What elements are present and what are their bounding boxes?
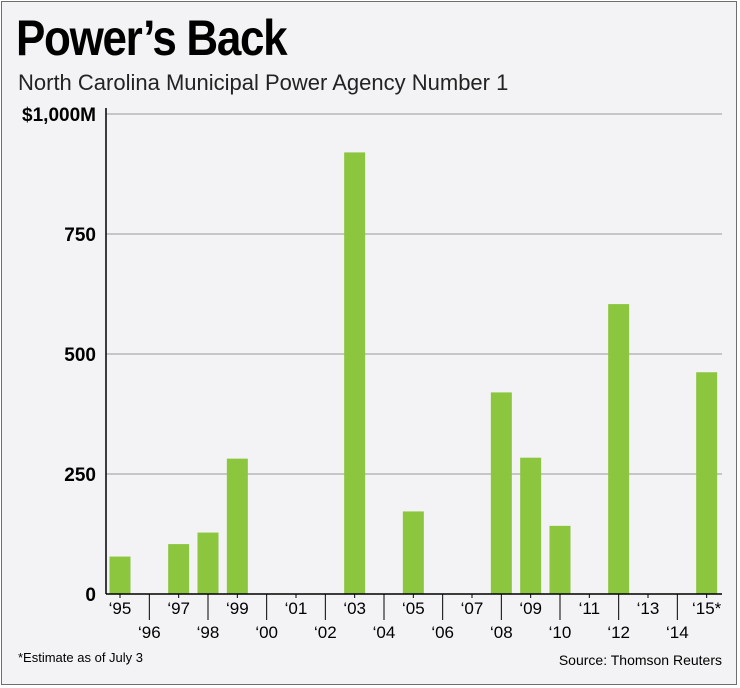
- x-tick-label: ‘99: [226, 599, 249, 618]
- x-tick-label: ‘05: [402, 599, 425, 618]
- bar: [608, 304, 630, 594]
- x-tick-label: ‘13: [637, 599, 660, 618]
- x-tick-label: ‘10: [549, 623, 572, 642]
- x-tick-label: ‘15*: [692, 599, 722, 618]
- bar: [168, 544, 190, 594]
- y-tick-labels: 0 250 500 750 $1,000M: [22, 105, 96, 606]
- footnote: *Estimate as of July 3: [18, 650, 143, 665]
- x-tick-label: ‘12: [607, 623, 630, 642]
- x-tick-label: ‘03: [343, 599, 366, 618]
- bar: [549, 525, 571, 594]
- x-tick-labels: ‘95 ‘96 ‘97 ‘98 ‘99 ‘00 ‘01 ‘02 ‘03 ‘04 ‘05 ‘06 ‘07 ‘…: [109, 594, 722, 642]
- x-tick-label: ‘14: [666, 623, 689, 642]
- x-tick-label: ‘04: [373, 623, 396, 642]
- y-tick-label: 250: [64, 465, 96, 486]
- gridlines: [106, 113, 722, 475]
- bar: [490, 392, 512, 594]
- chart-title: Power’s Back: [16, 10, 288, 66]
- x-tick-label: ‘96: [138, 623, 161, 642]
- x-tick-label: ‘02: [314, 623, 337, 642]
- bar: [226, 458, 248, 594]
- x-tick-label: ‘97: [167, 599, 190, 618]
- x-tick-label: ‘98: [197, 623, 220, 642]
- chart-subtitle: North Carolina Municipal Power Agency Nu…: [18, 70, 509, 95]
- bar: [696, 372, 718, 594]
- x-tick-label: ‘08: [490, 623, 513, 642]
- x-tick-label: ‘00: [255, 623, 278, 642]
- bar: [109, 556, 131, 594]
- x-tick-label: ‘07: [461, 599, 484, 618]
- bars: [109, 152, 718, 594]
- y-tick-label: $1,000M: [22, 105, 96, 126]
- y-tick-label: 0: [85, 585, 96, 606]
- y-tick-label: 750: [64, 225, 96, 246]
- x-tick-label: ‘11: [579, 599, 600, 618]
- bar: [344, 152, 366, 594]
- x-tick-label: ‘95: [109, 599, 132, 618]
- x-tick-label: ‘06: [431, 623, 454, 642]
- bar: [402, 511, 424, 594]
- y-tick-label: 500: [64, 345, 96, 366]
- x-tick-label: ‘09: [519, 599, 542, 618]
- source-credit: Source: Thomson Reuters: [558, 652, 722, 668]
- axes: [105, 108, 722, 595]
- bar: [520, 457, 542, 594]
- bar: [197, 532, 219, 594]
- x-tick-label: ‘01: [285, 599, 308, 618]
